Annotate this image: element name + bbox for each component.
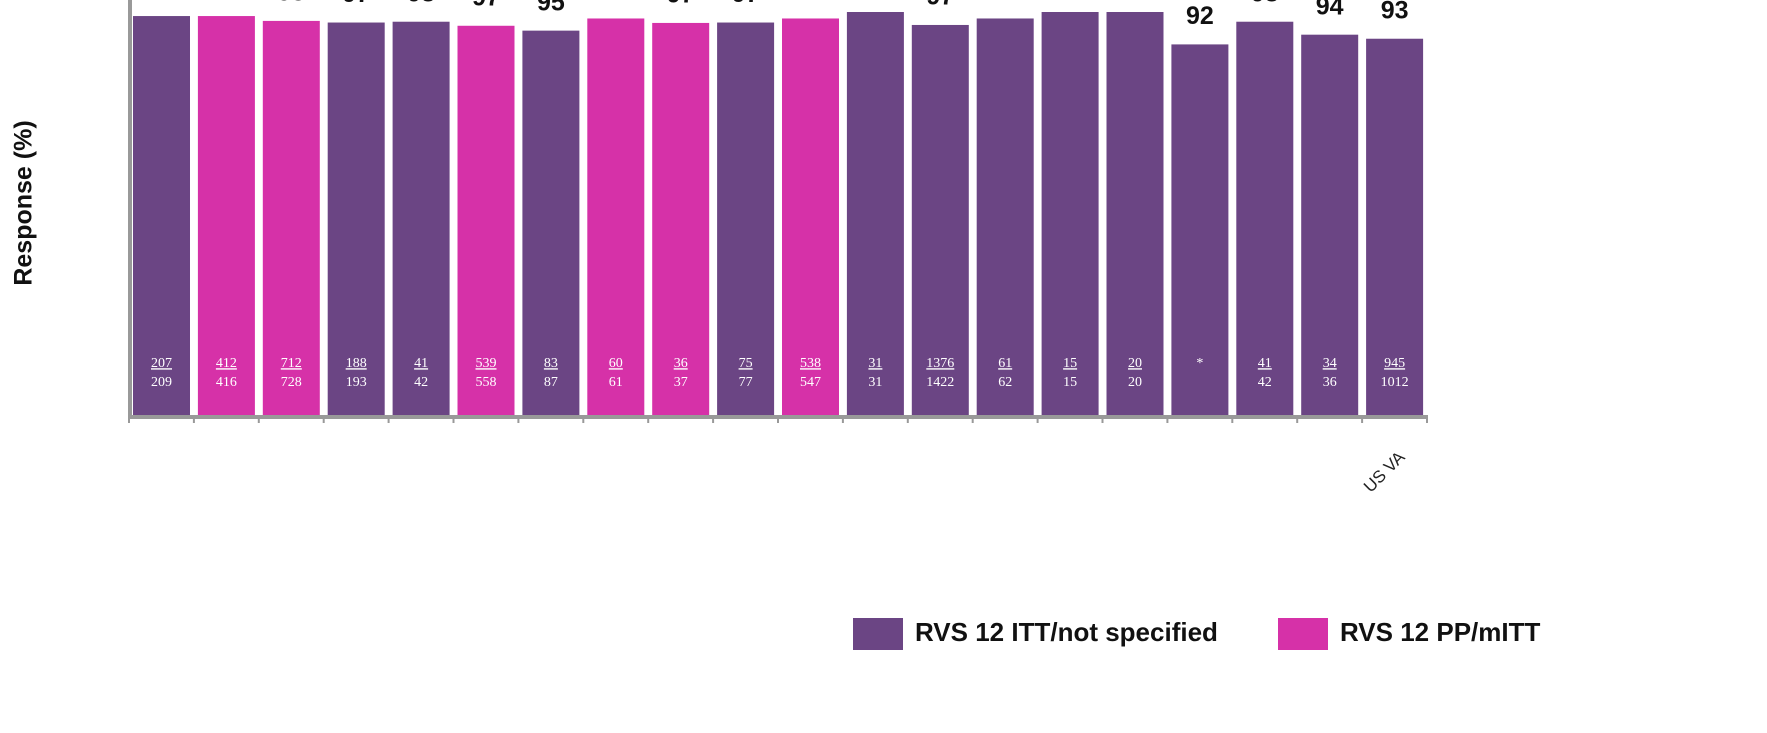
legend-swatch — [853, 618, 903, 650]
value-label: 93 — [1381, 0, 1409, 24]
numerator: 31 — [868, 356, 882, 371]
numerator: 945 — [1384, 356, 1405, 371]
bar — [197, 16, 255, 418]
numerator: 207 — [151, 356, 172, 371]
bar — [327, 22, 385, 418]
denominator: 547 — [800, 375, 821, 390]
bar — [976, 18, 1034, 417]
denominator: 20 — [1128, 375, 1142, 390]
numerator: 538 — [800, 356, 821, 371]
numerator: 41 — [414, 356, 428, 371]
numerator: 34 — [1323, 356, 1337, 371]
value-label: 97 — [732, 0, 760, 8]
bar — [587, 18, 645, 417]
bar — [782, 18, 839, 417]
bar — [911, 24, 969, 418]
numerator: 36 — [674, 356, 688, 371]
bar — [1236, 21, 1294, 417]
denominator: 1012 — [1381, 375, 1409, 390]
value-label: 99 — [212, 0, 240, 2]
numerator: 1376 — [926, 356, 954, 371]
bar — [1041, 12, 1099, 417]
denominator: 31 — [868, 375, 882, 390]
bar — [1366, 38, 1424, 417]
denominator: 37 — [674, 375, 688, 390]
numerator: 15 — [1063, 356, 1077, 371]
bar — [1171, 44, 1229, 418]
numerator: 188 — [346, 356, 367, 371]
numerator: 41 — [1258, 356, 1272, 371]
numerator: 83 — [544, 356, 558, 371]
denominator: 728 — [281, 375, 302, 390]
denominator: 558 — [476, 375, 497, 390]
value-label: 94 — [1316, 0, 1344, 20]
denominator: 62 — [998, 375, 1012, 390]
bar — [522, 30, 580, 417]
denominator: 61 — [609, 375, 623, 390]
numerator: 75 — [739, 356, 753, 371]
bar — [652, 22, 710, 418]
bar — [392, 21, 450, 417]
denominator: 77 — [739, 375, 753, 390]
bar — [133, 16, 190, 418]
bar — [262, 20, 320, 417]
denominator: 87 — [544, 375, 558, 390]
value-label: 98 — [1251, 0, 1279, 7]
x-tick-label: US VA — [1360, 447, 1409, 496]
value-label: 97 — [472, 0, 500, 11]
bar — [1301, 34, 1359, 418]
legend-label: RVS 12 PP/mITT — [1340, 617, 1540, 647]
denominator: 193 — [346, 375, 367, 390]
value-label: 98 — [797, 0, 825, 4]
numerator: 60 — [609, 356, 623, 371]
numerator: 412 — [216, 356, 237, 371]
value-label: 97 — [926, 0, 954, 11]
denominator: 416 — [216, 375, 237, 390]
bar — [717, 22, 775, 418]
legend-label: RVS 12 ITT/not specified — [915, 617, 1218, 647]
denominator: 209 — [151, 375, 172, 390]
legend-swatch — [1278, 618, 1328, 650]
numerator: 539 — [476, 356, 497, 371]
denominator: 36 — [1323, 375, 1337, 390]
denominator: 15 — [1063, 375, 1077, 390]
numerator: 20 — [1128, 356, 1142, 371]
value-label: 98 — [277, 0, 305, 7]
denominator: 42 — [1258, 375, 1272, 390]
bar — [1106, 12, 1164, 417]
bar — [846, 12, 904, 417]
value-label: 95 — [537, 0, 565, 16]
bar — [457, 25, 515, 418]
value-label: 99 — [148, 0, 176, 2]
numerator: 61 — [998, 356, 1012, 371]
numerator: 712 — [281, 356, 302, 371]
value-label: 98 — [407, 0, 435, 7]
value-label: 92 — [1186, 2, 1214, 30]
denominator: 1422 — [926, 375, 954, 390]
y-axis-label: Response (%) — [10, 120, 38, 285]
value-label: 97 — [342, 0, 370, 8]
denominator: 42 — [414, 375, 428, 390]
numerator: * — [1196, 356, 1203, 371]
value-label: 98 — [602, 0, 630, 4]
value-label: 97 — [667, 0, 695, 9]
value-label: 98 — [991, 0, 1019, 4]
